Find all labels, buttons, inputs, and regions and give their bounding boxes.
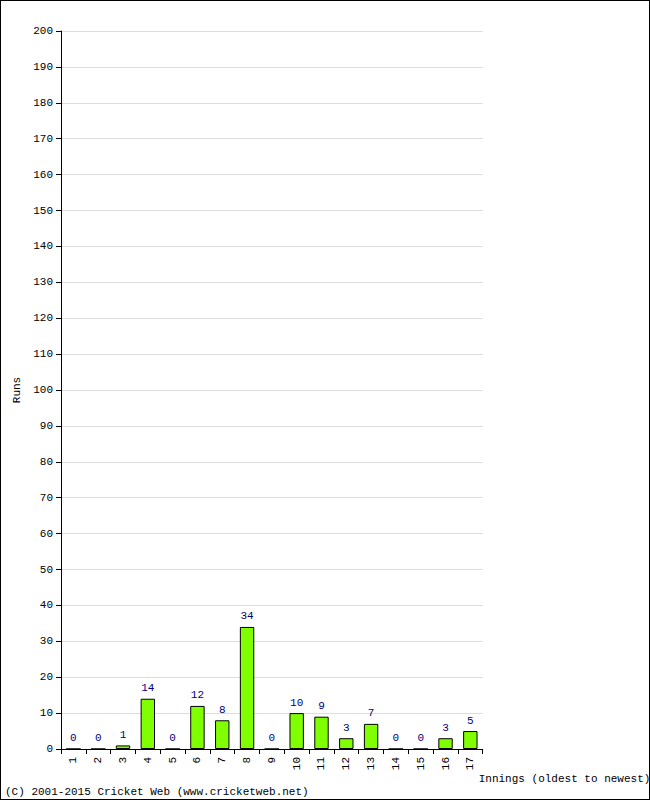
svg-text:12: 12 bbox=[340, 757, 352, 770]
svg-text:80: 80 bbox=[40, 456, 53, 468]
svg-text:10: 10 bbox=[40, 707, 53, 719]
svg-text:150: 150 bbox=[33, 205, 53, 217]
svg-text:7: 7 bbox=[216, 757, 228, 764]
svg-text:Innings (oldest to newest): Innings (oldest to newest) bbox=[479, 773, 649, 785]
svg-text:Runs: Runs bbox=[11, 377, 23, 403]
svg-text:1: 1 bbox=[67, 757, 79, 764]
svg-text:170: 170 bbox=[33, 133, 53, 145]
svg-text:0: 0 bbox=[169, 732, 176, 744]
svg-text:0: 0 bbox=[46, 743, 53, 755]
svg-text:0: 0 bbox=[95, 732, 102, 744]
svg-text:16: 16 bbox=[440, 757, 452, 770]
svg-text:40: 40 bbox=[40, 599, 53, 611]
svg-text:8: 8 bbox=[219, 704, 226, 716]
svg-text:4: 4 bbox=[142, 757, 154, 764]
svg-text:50: 50 bbox=[40, 564, 53, 576]
svg-text:9: 9 bbox=[266, 757, 278, 764]
svg-text:20: 20 bbox=[40, 671, 53, 683]
svg-text:17: 17 bbox=[464, 757, 476, 770]
svg-text:0: 0 bbox=[393, 732, 400, 744]
svg-text:2: 2 bbox=[92, 757, 104, 764]
svg-text:140: 140 bbox=[33, 240, 53, 252]
svg-text:5: 5 bbox=[167, 757, 179, 764]
svg-text:7: 7 bbox=[368, 707, 375, 719]
svg-text:100: 100 bbox=[33, 384, 53, 396]
svg-text:160: 160 bbox=[33, 169, 53, 181]
svg-text:0: 0 bbox=[269, 732, 276, 744]
svg-text:14: 14 bbox=[141, 682, 155, 694]
svg-text:180: 180 bbox=[33, 97, 53, 109]
svg-text:5: 5 bbox=[467, 715, 474, 727]
svg-text:0: 0 bbox=[70, 732, 77, 744]
svg-text:130: 130 bbox=[33, 276, 53, 288]
svg-text:70: 70 bbox=[40, 492, 53, 504]
svg-text:6: 6 bbox=[191, 757, 203, 764]
svg-text:15: 15 bbox=[415, 757, 427, 770]
svg-text:1: 1 bbox=[120, 729, 127, 741]
svg-text:190: 190 bbox=[33, 61, 53, 73]
svg-text:0: 0 bbox=[417, 732, 424, 744]
svg-text:34: 34 bbox=[240, 610, 254, 622]
svg-text:30: 30 bbox=[40, 635, 53, 647]
svg-text:60: 60 bbox=[40, 528, 53, 540]
svg-text:(C) 2001-2015 Cricket Web (www: (C) 2001-2015 Cricket Web (www.cricketwe… bbox=[5, 786, 309, 798]
svg-text:13: 13 bbox=[365, 757, 377, 770]
svg-text:3: 3 bbox=[117, 757, 129, 764]
svg-text:14: 14 bbox=[390, 757, 402, 771]
svg-text:9: 9 bbox=[318, 700, 325, 712]
svg-text:10: 10 bbox=[291, 757, 303, 770]
svg-text:3: 3 bbox=[442, 722, 449, 734]
svg-text:200: 200 bbox=[33, 25, 53, 37]
svg-text:120: 120 bbox=[33, 312, 53, 324]
svg-text:11: 11 bbox=[315, 757, 327, 771]
svg-text:10: 10 bbox=[290, 697, 303, 709]
svg-text:3: 3 bbox=[343, 722, 350, 734]
svg-text:12: 12 bbox=[191, 689, 204, 701]
svg-text:8: 8 bbox=[241, 757, 253, 764]
svg-text:110: 110 bbox=[33, 348, 53, 360]
svg-text:90: 90 bbox=[40, 420, 53, 432]
